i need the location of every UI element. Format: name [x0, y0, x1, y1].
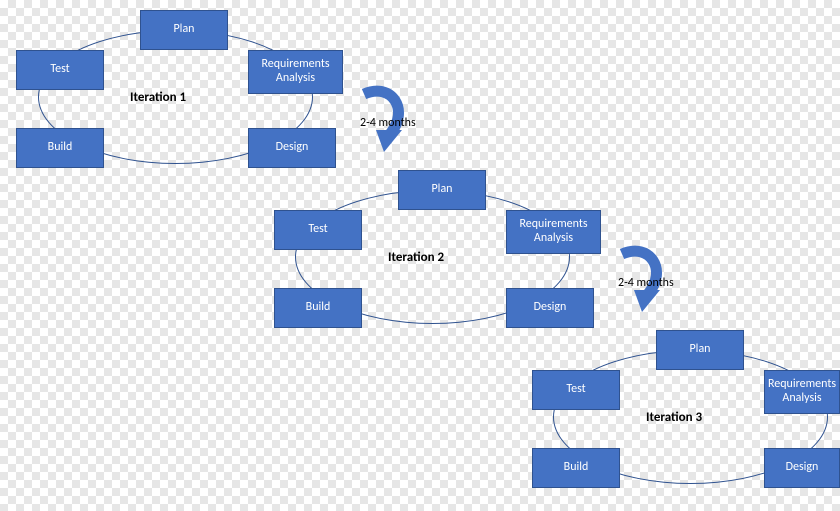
node-test-iter3: Test [532, 370, 620, 410]
iteration-label-2: Iteration 2 [388, 250, 444, 265]
node-build-iter1: Build [16, 128, 104, 168]
node-req-iter2: Requirements Analysis [506, 210, 601, 254]
connector-label-1: 2-4 months [360, 116, 416, 130]
node-plan-iter2: Plan [398, 170, 486, 210]
iteration-label-1: Iteration 1 [130, 90, 186, 105]
node-design-iter2: Design [506, 288, 594, 328]
node-plan-iter3: Plan [656, 330, 744, 370]
node-test-iter2: Test [274, 210, 362, 250]
iteration-label-3: Iteration 3 [646, 410, 702, 425]
node-design-iter3: Design [764, 448, 840, 488]
diagram-canvas: Plan Requirements Analysis Design Build Test… [0, 0, 840, 511]
node-test-iter1: Test [16, 50, 104, 90]
node-req-iter1: Requirements Analysis [248, 50, 343, 94]
connector-label-2: 2-4 months [618, 276, 674, 290]
node-design-iter1: Design [248, 128, 336, 168]
node-req-iter3: Requirements Analysis [764, 370, 840, 414]
node-plan-iter1: Plan [140, 10, 228, 50]
node-build-iter2: Build [274, 288, 362, 328]
node-build-iter3: Build [532, 448, 620, 488]
